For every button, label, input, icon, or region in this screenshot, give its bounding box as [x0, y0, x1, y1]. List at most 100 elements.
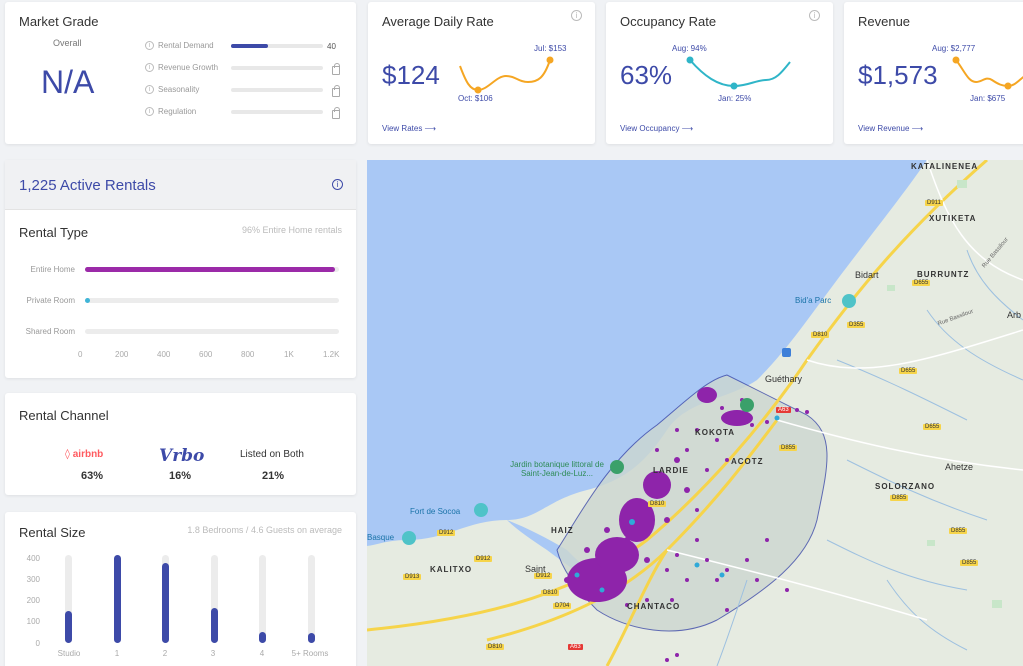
y-tick: 200: [26, 596, 40, 605]
poi-label[interactable]: Bid'a Parc: [795, 296, 832, 305]
x-category: Studio: [57, 649, 81, 658]
info-icon: i: [145, 41, 154, 50]
revenue-title: Revenue: [858, 14, 911, 29]
x-tick: 1K: [284, 350, 294, 359]
road-tag: A63: [776, 407, 791, 413]
rental-demand-value: 40: [327, 42, 336, 51]
place-label: Ahetze: [945, 462, 974, 472]
place-label: Bidart: [855, 270, 879, 280]
grade-label: Revenue Growth: [158, 63, 219, 72]
adr-high-label: Jul: $153: [534, 44, 567, 53]
road-tag: D704: [553, 603, 572, 609]
entire-home-track: [85, 267, 339, 272]
private-room-bar[interactable]: [85, 298, 91, 303]
place-label: LARDIE: [653, 466, 689, 475]
place-label: Guéthary: [765, 374, 803, 384]
place-label: HAIZ: [551, 526, 574, 535]
road-tag: D810: [541, 590, 560, 596]
grade-row-regulation[interactable]: i Regulation: [145, 107, 196, 116]
airbnb-icon: ◊: [65, 449, 70, 460]
revenue-high-label: Aug: $2,777: [932, 44, 976, 53]
rental-type-label: Entire Home: [30, 265, 75, 274]
grade-row-revenue-growth[interactable]: i Revenue Growth: [145, 63, 218, 72]
rental-demand-bar: [231, 44, 323, 48]
rental-size-subtitle: 1.8 Bedrooms / 4.6 Guests on average: [187, 525, 342, 535]
x-category: 4: [259, 649, 265, 658]
place-label: XUTIKETA: [929, 214, 977, 223]
rental-size-card: Rental Size 1.8 Bedrooms / 4.6 Guests on…: [5, 512, 356, 666]
road-tag: A63: [568, 644, 583, 650]
lock-icon[interactable]: [332, 85, 340, 97]
place-label: KATALINENEA: [911, 162, 979, 171]
private-room-track: [85, 298, 339, 303]
road-tag: D913: [403, 574, 422, 580]
view-revenue-link[interactable]: View Revenue ⟶: [858, 124, 924, 133]
market-grade-card: Market Grade Overall N/A i Rental Demand…: [5, 2, 356, 144]
airbnb-text: airbnb: [72, 449, 104, 460]
vrbo-percent: 16%: [169, 470, 192, 482]
rentals-map[interactable]: KATALINENEA XUTIKETA Bidart BURRUNTZ Arb…: [367, 160, 1023, 666]
rental-channel-card: Rental Channel ◊ airbnb 63% Vrbo 16% Lis…: [5, 393, 356, 495]
place-label: KOKOTA: [695, 428, 736, 437]
road-tag: D911: [925, 200, 943, 206]
rental-size-bar[interactable]: [210, 607, 218, 643]
poi-label[interactable]: Fort de Socoa: [410, 507, 461, 516]
road-tag: D810: [811, 332, 830, 338]
x-category: 5+ Rooms: [291, 649, 329, 658]
rental-size-track: [162, 555, 169, 643]
rental-size-bar[interactable]: [259, 632, 266, 643]
road-tag: D912: [474, 556, 493, 562]
info-icon[interactable]: i: [571, 10, 582, 21]
x-tick: 600: [199, 350, 213, 359]
road-tag: D855: [890, 495, 909, 501]
rental-size-track: [307, 555, 315, 643]
road-tag: D810: [648, 501, 667, 507]
entire-home-bar[interactable]: [85, 267, 335, 272]
rental-size-bar[interactable]: [307, 633, 315, 643]
airbnb-percent: 63%: [81, 470, 104, 482]
x-category: 1: [114, 649, 120, 658]
adr-card: Average Daily Rate i $124 Jul: $153 Oct:…: [368, 2, 595, 144]
road-tag: D855: [960, 560, 979, 566]
rental-type-title: Rental Type: [19, 225, 89, 240]
adr-low-label: Oct: $106: [458, 94, 493, 103]
view-occupancy-link[interactable]: View Occupancy ⟶: [620, 124, 694, 133]
road-tag: D855: [949, 528, 968, 534]
rental-type-label: Private Room: [26, 296, 75, 305]
lock-icon[interactable]: [332, 107, 340, 119]
revenue-sparkline: [952, 56, 1023, 90]
view-rates-link[interactable]: View Rates ⟶: [382, 124, 437, 133]
place-label: KALITXO: [430, 565, 473, 574]
occupancy-value: 63%: [620, 60, 673, 90]
x-tick: 800: [241, 350, 255, 359]
poi-label[interactable]: Basque: [367, 533, 395, 542]
adr-title: Average Daily Rate: [382, 14, 494, 29]
regulation-bar: [231, 110, 323, 114]
grade-row-seasonality[interactable]: i Seasonality: [145, 85, 199, 94]
overall-grade: N/A: [41, 64, 95, 100]
road-tag: D655: [912, 280, 931, 286]
x-category: 2: [162, 649, 168, 658]
poi-label[interactable]: Jardin botanique littoral de Saint-Jean-…: [510, 460, 604, 478]
revenue-low-label: Jan: $675: [970, 94, 1006, 103]
road-tag: D810: [486, 644, 505, 650]
road-tag: D912: [534, 573, 553, 579]
place-label: Arb: [1007, 310, 1022, 320]
grade-row-rental-demand[interactable]: i Rental Demand: [145, 41, 214, 50]
rental-size-bar[interactable]: [65, 611, 72, 643]
rental-size-bar[interactable]: [113, 555, 121, 643]
market-grade-title: Market Grade: [19, 14, 99, 29]
rental-demand-fill: [231, 44, 268, 48]
x-tick: 400: [157, 350, 171, 359]
airbnb-logo: ◊ airbnb: [65, 449, 103, 460]
road-tag: D655: [923, 424, 942, 430]
info-icon[interactable]: i: [332, 179, 343, 190]
active-rentals-title: 1,225 Active Rentals: [19, 177, 156, 194]
rental-size-bar[interactable]: [162, 562, 169, 643]
y-tick: 0: [35, 639, 40, 648]
info-icon[interactable]: i: [809, 10, 820, 21]
lock-icon[interactable]: [332, 63, 340, 75]
adr-sparkline: [459, 56, 554, 94]
rental-size-track: [65, 555, 72, 643]
adr-value: $124: [382, 60, 440, 90]
